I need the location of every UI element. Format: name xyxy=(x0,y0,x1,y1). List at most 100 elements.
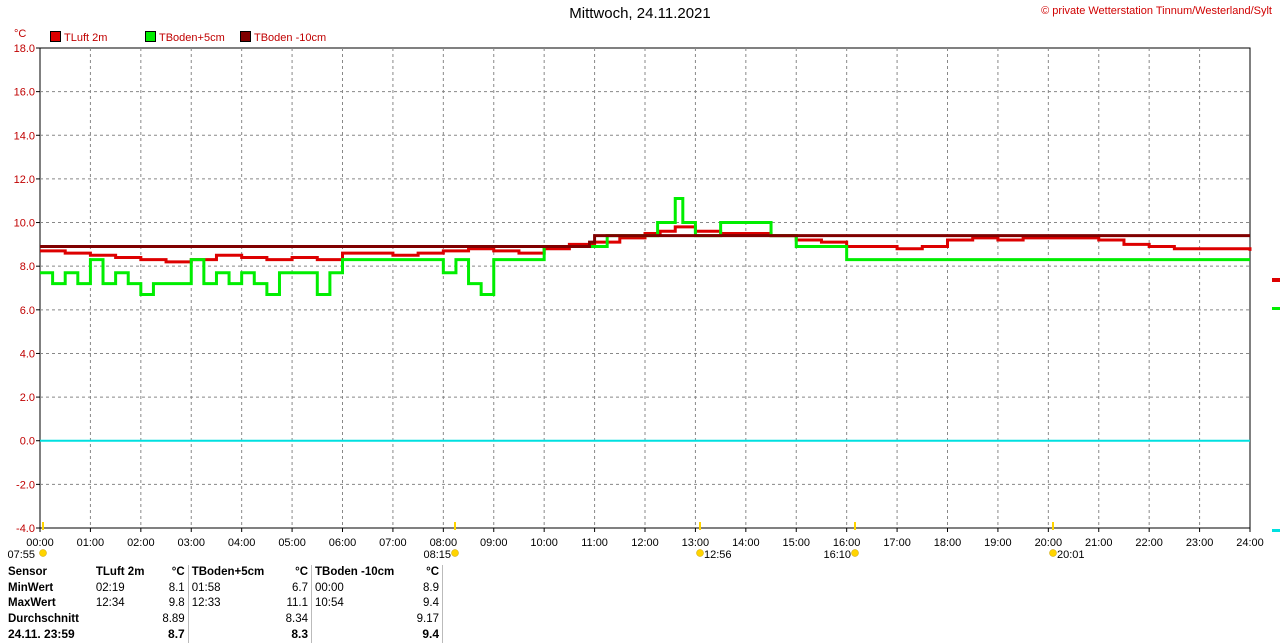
x-tick-label: 15:00 xyxy=(782,537,810,549)
sun-marker-label: 12:56 xyxy=(704,549,732,561)
stats-header: TBoden -10cm xyxy=(315,566,395,579)
x-tick-label: 06:00 xyxy=(329,537,357,549)
legend-swatch xyxy=(240,31,251,42)
grid xyxy=(39,47,1251,529)
x-tick-label: 16:00 xyxy=(833,537,861,549)
y-tick-label: 8.0 xyxy=(20,261,35,273)
stats-cell: 9.4 xyxy=(409,627,444,643)
x-tick-label: 19:00 xyxy=(984,537,1012,549)
y-tick-label: 10.0 xyxy=(14,218,35,230)
x-tick-label: 22:00 xyxy=(1135,537,1163,549)
x-tick-label: 17:00 xyxy=(883,537,911,549)
page-title: Mittwoch, 24.11.2021 xyxy=(569,5,711,22)
sun-marker-label: 16:10 xyxy=(823,549,851,561)
legend-swatch xyxy=(145,31,156,42)
stats-cell: 10:54 xyxy=(315,597,344,610)
stats-cell: Durchschnitt xyxy=(8,612,79,625)
stats-cell: 11.1 xyxy=(278,596,312,612)
y-tick-label: 2.0 xyxy=(20,392,35,404)
series-line xyxy=(40,225,1252,264)
stats-header-row: Sensor TLuft 2m °C TBoden+5cm °C TBoden … xyxy=(5,565,444,581)
stats-cell: 8.3 xyxy=(278,627,312,643)
y-tick-label: 6.0 xyxy=(20,305,35,317)
y-tick-label: -2.0 xyxy=(16,479,35,491)
x-tick-label: 03:00 xyxy=(177,537,205,549)
right-marker-tluft xyxy=(1272,278,1280,282)
stats-cell: 9.17 xyxy=(409,611,444,627)
y-tick-label: 4.0 xyxy=(20,348,35,360)
stats-row-current: 24.11. 23:59 8.7 8.3 9.4 xyxy=(5,627,444,643)
legend-label: TBoden -10cm xyxy=(254,32,327,44)
copyright-notice: © private Wetterstation Tinnum/Westerlan… xyxy=(1041,5,1272,17)
x-tick-label: 14:00 xyxy=(732,537,760,549)
stats-cell: MinWert xyxy=(8,581,54,594)
stats-cell: 8.89 xyxy=(155,611,189,627)
x-tick-label: 11:00 xyxy=(581,537,608,549)
sun-marker-icon xyxy=(1049,549,1057,557)
x-tick-label: 02:00 xyxy=(127,537,155,549)
stats-row-min: MinWert 02:19 8.1 01:58 6.7 00:00 8.9 xyxy=(5,580,444,596)
stats-cell: 8.1 xyxy=(155,580,189,596)
stats-cell: 6.7 xyxy=(278,580,312,596)
stats-cell xyxy=(312,627,410,643)
x-tick-label: 05:00 xyxy=(278,537,306,549)
right-side-markers xyxy=(1272,278,1280,532)
stats-header: °C xyxy=(409,565,444,581)
sun-marker-label: 20:01 xyxy=(1057,549,1085,561)
stats-cell xyxy=(188,612,278,628)
series-line xyxy=(40,234,1250,249)
stats-cell: 01:58 xyxy=(191,581,221,594)
series-line xyxy=(40,197,1250,297)
y-tick-label: 16.0 xyxy=(14,87,35,99)
stats-cell xyxy=(93,612,155,628)
stats-cell xyxy=(188,627,278,643)
sun-marker-label: 07:55 xyxy=(7,549,35,561)
statistics-table: Sensor TLuft 2m °C TBoden+5cm °C TBoden … xyxy=(5,565,444,643)
stats-cell: 8.34 xyxy=(278,611,312,627)
x-tick-label: 09:00 xyxy=(480,537,508,549)
right-marker-tboden-5cm xyxy=(1272,307,1280,310)
stats-cell: 12:33 xyxy=(191,597,221,610)
stats-cell: 8.7 xyxy=(155,627,189,643)
x-axis-ticks: 00:00 01:00 02:00 03:00 04:00 05:00 06:00 07:00… xyxy=(26,528,1264,549)
x-tick-label: 20:00 xyxy=(1035,537,1063,549)
y-tick-label: 14.0 xyxy=(14,130,35,142)
stats-cell xyxy=(312,612,410,628)
x-tick-label: 21:00 xyxy=(1085,537,1113,549)
stats-row-max: MaxWert 12:34 9.8 12:33 11.1 10:54 9.4 xyxy=(5,596,444,612)
y-unit-label: °C xyxy=(14,28,26,40)
x-tick-label: 10:00 xyxy=(530,537,558,549)
y-axis-ticks: -4.0 -2.0 0.0 2.0 4.0 6.0 8.0 10.0 12.0 14.0 16.0 1… xyxy=(14,43,40,535)
legend-swatch xyxy=(50,31,61,42)
sun-marker-icon xyxy=(696,549,704,557)
stats-cell: 9.8 xyxy=(155,596,189,612)
stats-cell xyxy=(93,627,155,643)
y-tick-label: -4.0 xyxy=(16,523,35,535)
legend-item-tboden-5cm[interactable]: TBoden+5cm xyxy=(145,31,225,44)
sun-markers: 07:55 08:15 12:56 16:10 20:01 xyxy=(7,522,1085,561)
x-tick-label: 18:00 xyxy=(934,537,962,549)
x-tick-label: 04:00 xyxy=(228,537,256,549)
stats-header: TLuft 2m xyxy=(95,566,145,579)
legend-label: TBoden+5cm xyxy=(159,32,225,44)
x-tick-label: 08:00 xyxy=(430,537,458,549)
stats-row-average: Durchschnitt 8.89 8.34 9.17 xyxy=(5,611,444,628)
series-lines xyxy=(40,197,1252,297)
y-tick-label: 18.0 xyxy=(14,43,35,55)
stats-header: °C xyxy=(278,565,312,581)
x-tick-label: 24:00 xyxy=(1236,537,1264,549)
x-tick-label: 13:00 xyxy=(682,537,710,549)
stats-cell: 8.9 xyxy=(409,580,444,596)
y-tick-label: 0.0 xyxy=(20,436,35,448)
right-marker-reference xyxy=(1272,529,1280,532)
sun-marker-icon xyxy=(451,549,459,557)
x-tick-label: 23:00 xyxy=(1186,537,1214,549)
legend-item-tboden-10cm[interactable]: TBoden -10cm xyxy=(240,31,326,44)
stats-cell: 9.4 xyxy=(409,596,444,612)
temperature-chart: °C -4.0 -2.0 0.0 2.0 4.0 6.0 8.0 10.0 12.0 14.0 16… xyxy=(7,28,1280,561)
sun-marker-icon xyxy=(851,549,859,557)
x-tick-label: 07:00 xyxy=(379,537,407,549)
x-tick-label: 01:00 xyxy=(77,537,105,549)
legend-item-tluft[interactable]: TLuft 2m xyxy=(50,31,107,44)
stats-header: TBoden+5cm xyxy=(191,566,265,579)
